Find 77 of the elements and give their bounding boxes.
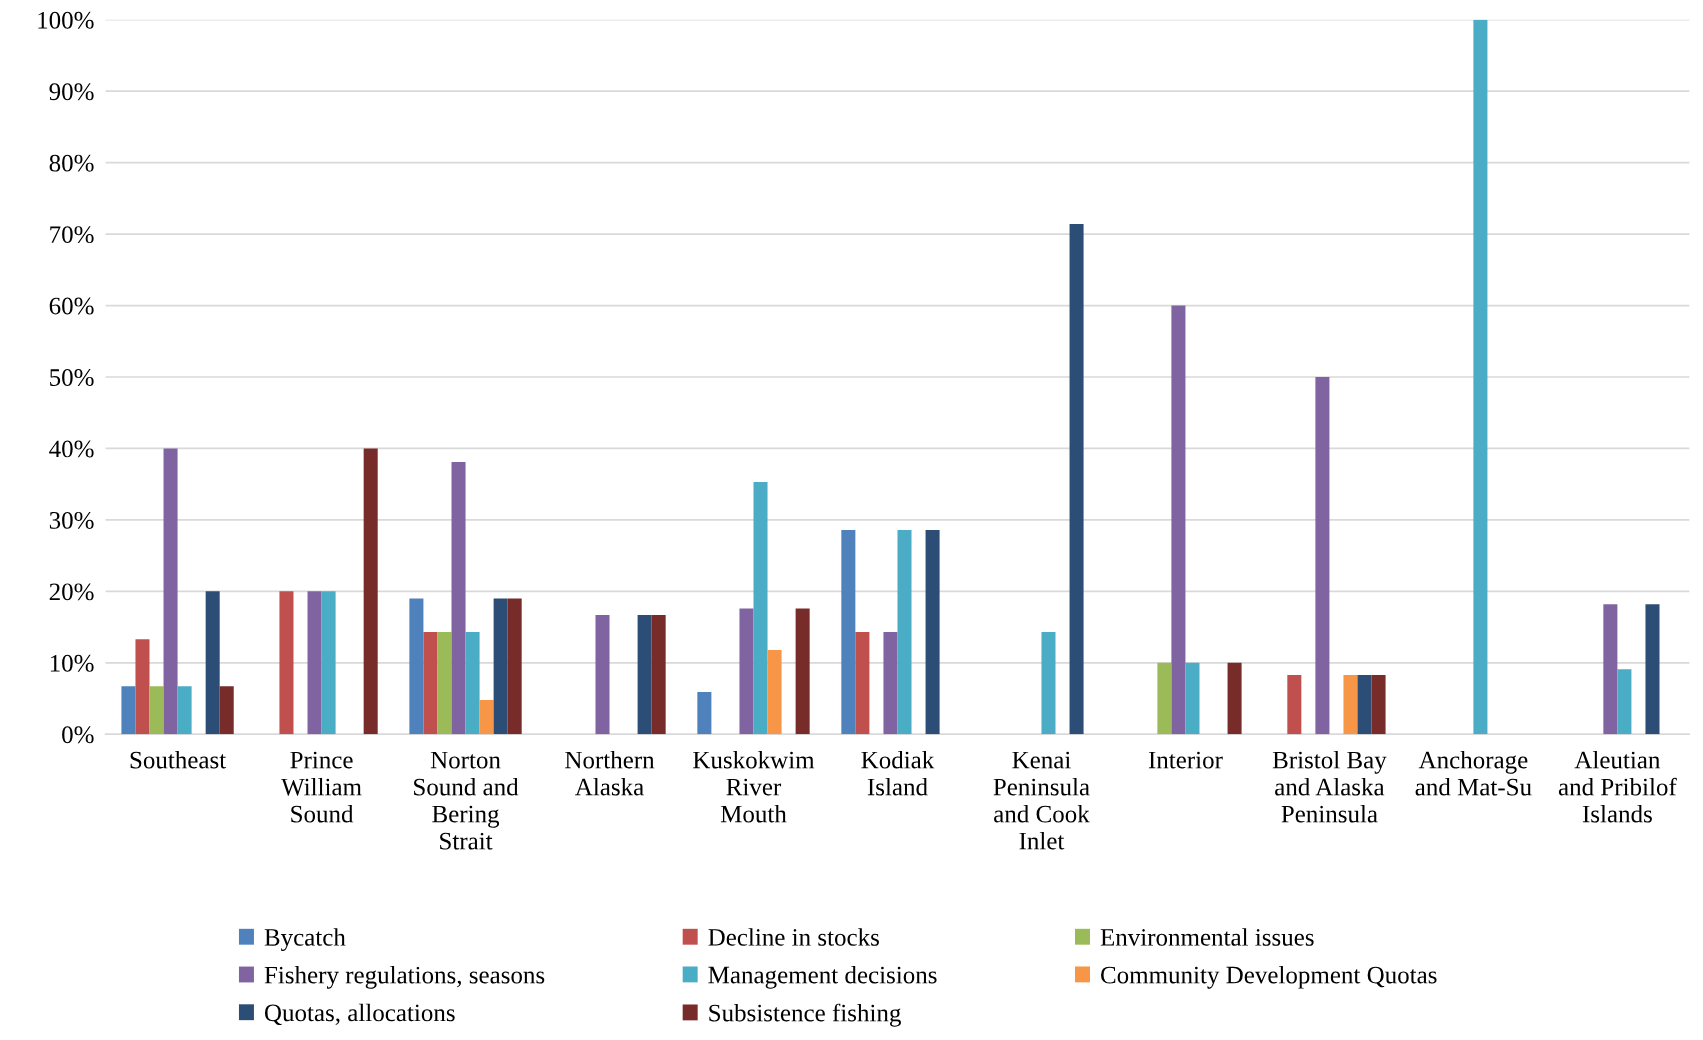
bar <box>279 591 294 735</box>
y-tick-label: 70% <box>50 226 94 244</box>
bar <box>651 614 666 735</box>
bar <box>479 699 494 735</box>
y-tick-label: 100% <box>38 11 94 29</box>
bar <box>925 529 940 735</box>
bar <box>219 686 234 735</box>
bar <box>1473 19 1488 735</box>
x-tick-label: Northern Alaska <box>565 750 655 796</box>
bar <box>637 614 652 735</box>
legend-label: Community Development Quotas <box>1101 965 1437 989</box>
bar <box>739 608 754 735</box>
bar <box>1343 674 1358 735</box>
bar <box>1171 305 1186 735</box>
legend-label: Management decisions <box>708 965 937 989</box>
y-tick-label: 0% <box>62 726 94 744</box>
bar <box>1157 662 1172 735</box>
bar <box>697 692 712 735</box>
bar <box>437 632 452 735</box>
x-tick-label: Kenai Peninsula and Cook Inlet <box>993 751 1090 850</box>
legend-label: Bycatch <box>264 928 346 951</box>
x-tick-label: Norton Sound and Bering Strait <box>414 751 519 850</box>
x-tick-label: Aleutian and Pribilof Islands <box>1558 750 1677 823</box>
bar <box>1069 224 1084 735</box>
bar <box>1357 674 1372 735</box>
bar <box>135 639 150 735</box>
bar <box>883 632 898 735</box>
bar <box>1645 604 1660 735</box>
y-tick-label: 90% <box>49 83 94 101</box>
bar <box>177 686 192 735</box>
bar <box>1371 674 1386 735</box>
x-tick-label: Interior <box>1148 751 1223 769</box>
bar <box>423 632 438 735</box>
bar <box>1315 377 1330 735</box>
bar <box>841 529 856 735</box>
bar <box>1287 674 1302 735</box>
bar <box>855 632 870 735</box>
bar <box>493 598 508 735</box>
y-tick-label: 10% <box>50 654 94 672</box>
x-tick-label: Bristol Bay and Alaska Peninsula <box>1272 750 1387 823</box>
x-tick-label: Prince William Sound <box>281 751 362 823</box>
bar <box>451 462 466 735</box>
y-tick-label: 50% <box>50 369 94 386</box>
bar <box>163 448 178 735</box>
bar <box>1185 662 1200 735</box>
bar <box>753 482 768 735</box>
bar <box>307 591 322 735</box>
bar <box>795 608 810 735</box>
bar <box>507 598 522 735</box>
x-tick-label: Kodiak Island <box>861 750 935 796</box>
x-tick-label: Southeast <box>130 750 227 769</box>
bar <box>897 529 912 735</box>
legend-label: Environmental issues <box>1100 928 1314 946</box>
y-tick-label: 30% <box>49 511 94 529</box>
bar <box>1041 632 1056 735</box>
legend-label: Quotas, allocations <box>264 1003 455 1026</box>
bar <box>409 598 424 735</box>
x-tick-label: Kuskokwim River Mouth <box>693 750 815 823</box>
legend-label: Fishery regulations, seasons <box>264 965 545 989</box>
x-tick-label: Anchorage and Mat-Su <box>1415 750 1532 796</box>
bar <box>767 649 782 735</box>
bar <box>149 686 164 735</box>
bar <box>1617 669 1632 735</box>
legend-label: Subsistence fishing <box>709 1003 901 1027</box>
bar <box>1603 604 1618 735</box>
bar <box>595 614 610 735</box>
y-tick-label: 20% <box>49 583 94 601</box>
y-tick-label: 80% <box>49 154 94 172</box>
bar <box>465 632 480 735</box>
legend-label: Decline in stocks <box>708 928 879 946</box>
bar <box>205 591 220 735</box>
y-tick-label: 60% <box>49 297 94 315</box>
bar <box>321 591 336 735</box>
bar <box>363 448 378 735</box>
bar <box>121 686 136 735</box>
bar <box>1227 662 1242 735</box>
y-tick-label: 40% <box>49 440 94 458</box>
